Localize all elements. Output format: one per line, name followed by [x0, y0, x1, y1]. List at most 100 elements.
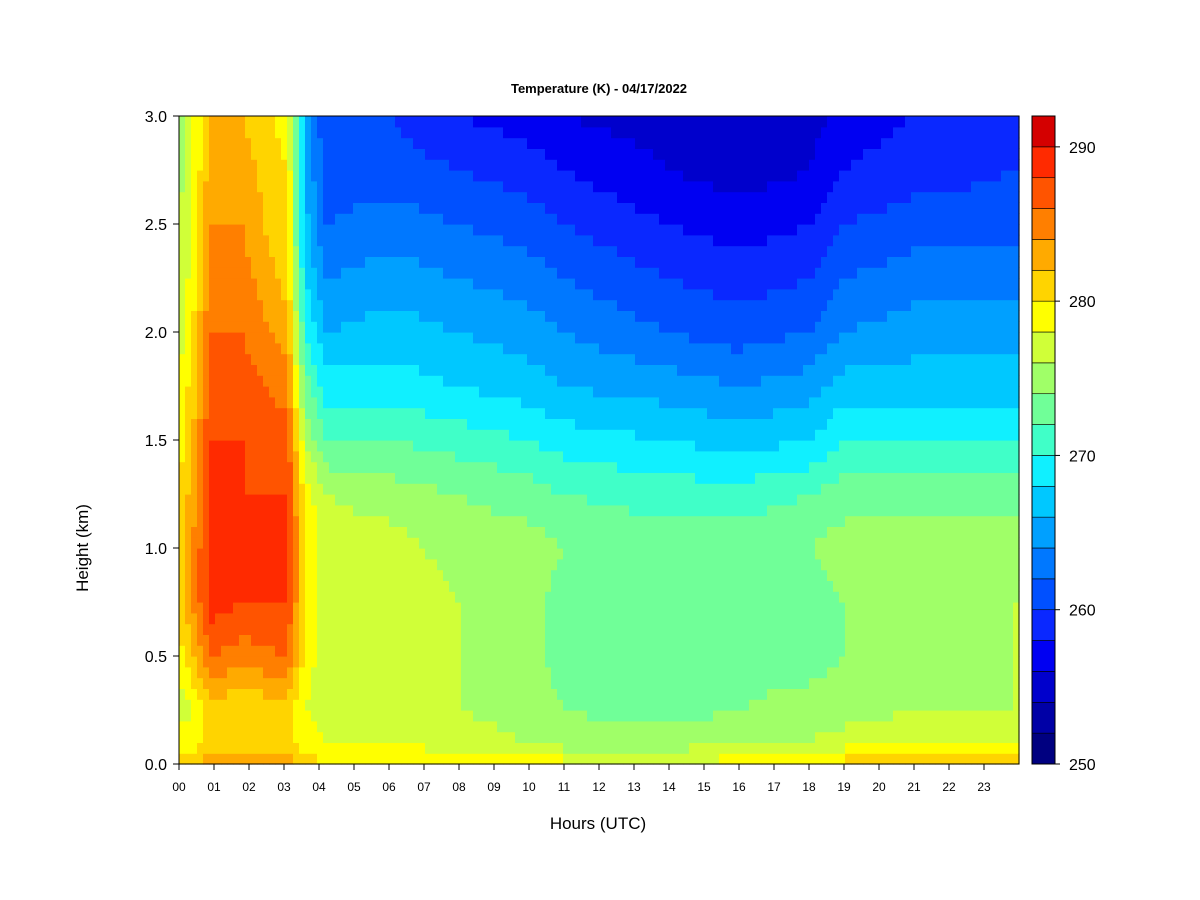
heatmap-cell	[407, 504, 414, 517]
heatmap-cell	[197, 656, 204, 668]
heatmap-cell	[413, 666, 420, 679]
heatmap-cell	[485, 558, 492, 571]
heatmap-cell	[461, 386, 468, 398]
heatmap-cell	[647, 494, 654, 506]
heatmap-cell	[497, 180, 504, 193]
heatmap-cell	[617, 645, 624, 657]
heatmap-cell	[521, 137, 528, 149]
heatmap-cell	[365, 224, 372, 236]
heatmap-cell	[491, 386, 498, 398]
heatmap-cell	[491, 353, 498, 365]
heatmap-cell	[455, 256, 462, 268]
heatmap-cell	[641, 396, 648, 409]
heatmap-cell	[179, 332, 186, 344]
heatmap-cell	[473, 278, 480, 290]
heatmap-cell	[329, 321, 336, 333]
heatmap-cell	[377, 537, 384, 549]
heatmap-cell	[251, 126, 258, 139]
heatmap-cell	[467, 688, 474, 700]
heatmap-cell	[317, 159, 324, 171]
heatmap-cell	[503, 450, 510, 463]
heatmap-cell	[647, 753, 654, 765]
heatmap-cell	[305, 483, 312, 495]
heatmap-cell	[533, 548, 540, 560]
heatmap-cell	[515, 656, 522, 668]
heatmap-cell	[671, 418, 678, 430]
heatmap-cell	[641, 407, 648, 419]
heatmap-cell	[587, 526, 594, 538]
heatmap-cell	[329, 483, 336, 495]
heatmap-cell	[221, 386, 228, 398]
heatmap-cell	[569, 666, 576, 679]
heatmap-cell	[395, 126, 402, 139]
heatmap-cell	[227, 742, 234, 754]
heatmap-cell	[221, 580, 228, 592]
heatmap-cell	[497, 267, 504, 279]
heatmap-cell	[491, 710, 498, 722]
heatmap-cell	[275, 742, 282, 754]
heatmap-cell	[587, 159, 594, 171]
heatmap-cell	[191, 180, 198, 193]
heatmap-cell	[323, 407, 330, 419]
heatmap-cell	[365, 332, 372, 344]
heatmap-cell	[257, 148, 264, 160]
heatmap-cell	[431, 537, 438, 549]
heatmap-cell	[467, 677, 474, 689]
heatmap-cell	[263, 299, 270, 311]
heatmap-cell	[347, 548, 354, 560]
heatmap-cell	[671, 623, 678, 635]
heatmap-cell	[461, 612, 468, 625]
heatmap-cell	[527, 234, 534, 247]
heatmap-cell	[191, 256, 198, 268]
heatmap-cell	[641, 332, 648, 344]
heatmap-cell	[401, 461, 408, 473]
heatmap-cell	[467, 494, 474, 506]
heatmap-cell	[599, 537, 606, 549]
heatmap-cell	[503, 558, 510, 571]
heatmap-cell	[539, 742, 546, 754]
heatmap-cell	[503, 742, 510, 754]
heatmap-cell	[671, 137, 678, 149]
heatmap-cell	[359, 569, 366, 581]
heatmap-cell	[647, 321, 654, 333]
heatmap-cell	[245, 580, 252, 592]
heatmap-cell	[179, 159, 186, 171]
heatmap-cell	[575, 720, 582, 733]
heatmap-cell	[575, 191, 582, 203]
heatmap-cell	[587, 116, 594, 128]
heatmap-cell	[215, 353, 222, 365]
heatmap-cell	[653, 677, 660, 689]
heatmap-cell	[659, 418, 666, 430]
heatmap-cell	[293, 364, 300, 376]
heatmap-cell	[491, 278, 498, 290]
heatmap-cell	[629, 267, 636, 279]
heatmap-cell	[251, 558, 258, 571]
heatmap-cell	[569, 591, 576, 603]
heatmap-cell	[533, 742, 540, 754]
heatmap-cell	[581, 440, 588, 452]
heatmap-cell	[305, 137, 312, 149]
heatmap-cell	[671, 213, 678, 225]
heatmap-cell	[401, 656, 408, 668]
heatmap-cell	[377, 126, 384, 139]
heatmap-cell	[437, 191, 444, 203]
heatmap-cell	[359, 310, 366, 322]
heatmap-cell	[617, 137, 624, 149]
heatmap-cell	[323, 742, 330, 754]
heatmap-cell	[251, 569, 258, 581]
heatmap-cell	[431, 515, 438, 527]
heatmap-cell	[533, 580, 540, 592]
heatmap-cell	[299, 180, 306, 193]
heatmap-cell	[293, 688, 300, 700]
heatmap-cell	[437, 623, 444, 635]
heatmap-cell	[347, 137, 354, 149]
heatmap-cell	[443, 710, 450, 722]
heatmap-cell	[233, 494, 240, 506]
heatmap-cell	[191, 710, 198, 722]
heatmap-cell	[263, 710, 270, 722]
heatmap-cell	[449, 310, 456, 322]
heatmap-cell	[563, 688, 570, 700]
heatmap-cell	[209, 180, 216, 193]
heatmap-cell	[251, 645, 258, 657]
heatmap-cell	[443, 742, 450, 754]
